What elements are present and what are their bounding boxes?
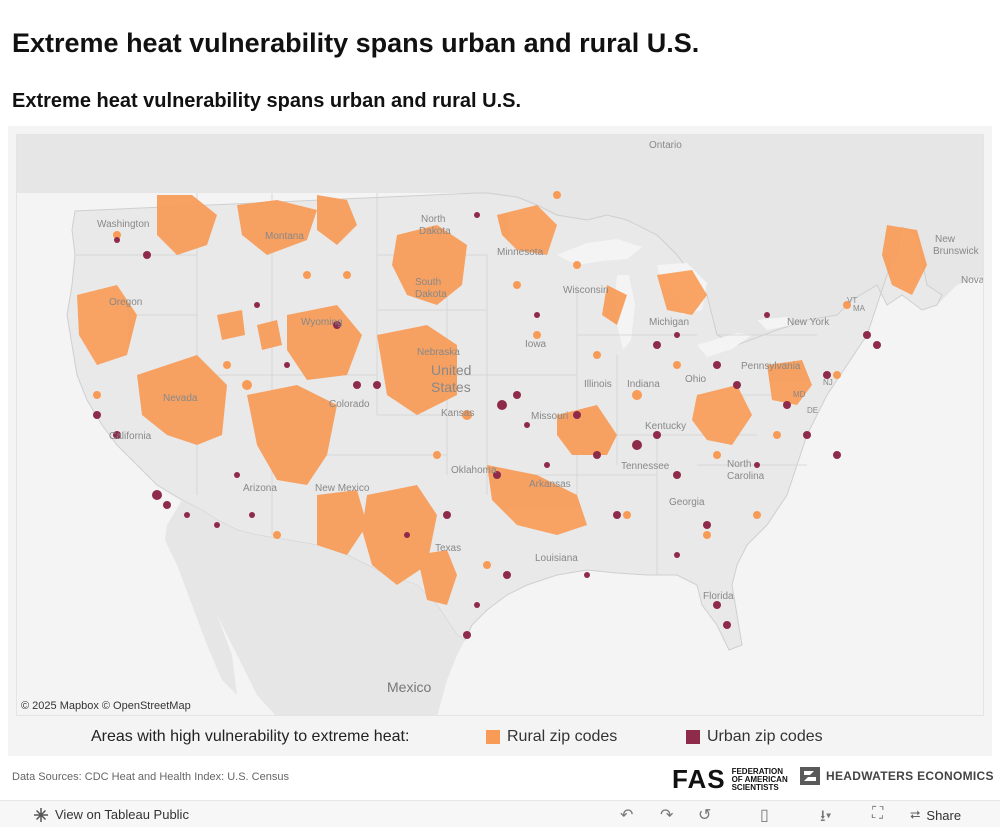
lake-superior (557, 239, 642, 265)
fas-line-3: SCIENTISTS (731, 782, 779, 792)
redo-icon[interactable]: ↷ (660, 807, 674, 824)
label-arkansas: Arkansas (529, 479, 571, 490)
label-new-york: New York (787, 317, 830, 328)
label-wyoming: Wyoming (301, 317, 343, 328)
label-north-carolina-1: North (727, 459, 751, 470)
share-button[interactable]: ⮂ Share (910, 807, 961, 823)
label-oklahoma: Oklahoma (451, 465, 497, 476)
label-texas: Texas (435, 543, 461, 554)
label-ohio: Ohio (685, 374, 707, 385)
label-south-dakota-1: South (415, 277, 441, 288)
label-tennessee: Tennessee (621, 461, 670, 472)
headwaters-logo[interactable]: HEADWATERS ECONOMICS (800, 767, 994, 785)
fas-line-2: OF AMERICAN (731, 774, 788, 784)
label-nj: NJ (823, 378, 833, 387)
map-attribution[interactable]: © 2025 Mapbox © OpenStreetMap (21, 700, 191, 712)
label-missouri: Missouri (531, 411, 568, 422)
label-kansas: Kansas (441, 408, 474, 419)
revert-icon[interactable]: ↺ (698, 807, 712, 824)
label-pennsylvania: Pennsylvania (741, 361, 801, 372)
headwaters-mark-icon (800, 767, 820, 785)
baja-peninsula (165, 525, 237, 695)
label-arizona: Arizona (243, 483, 277, 494)
label-oregon: Oregon (109, 297, 142, 308)
label-new-brunswick-2: Brunswick (933, 246, 980, 257)
fas-logo[interactable]: FAS FEDERATION OF AMERICAN SCIENTISTS (672, 764, 788, 795)
label-ma: MA (853, 304, 866, 313)
legend-title: Areas with high vulnerability to extreme… (91, 728, 410, 745)
urban-swatch (686, 730, 700, 744)
label-north-carolina-2: Carolina (727, 471, 765, 482)
label-washington: Washington (97, 219, 149, 230)
label-michigan: Michigan (649, 317, 689, 328)
label-florida: Florida (703, 591, 734, 602)
label-wisconsin: Wisconsin (563, 285, 609, 296)
view-on-tableau-label: View on Tableau Public (55, 807, 189, 822)
map[interactable]: Ontario New Brunswick Nova Washington Mo… (16, 134, 984, 716)
headwaters-text: HEADWATERS ECONOMICS (826, 769, 994, 783)
page-title: Extreme heat vulnerability spans urban a… (12, 28, 700, 58)
label-indiana: Indiana (627, 379, 660, 390)
legend-urban-label: Urban zip codes (707, 728, 823, 745)
canada-land (17, 135, 983, 345)
label-nebraska: Nebraska (417, 347, 460, 358)
label-united-states-1: United (431, 362, 471, 378)
label-iowa: Iowa (525, 339, 547, 350)
mexico-land (167, 500, 465, 715)
label-md: MD (793, 390, 806, 399)
fas-line-1: FEDERATION (731, 766, 783, 776)
label-new-mexico: New Mexico (315, 483, 370, 494)
fullscreen-icon[interactable]: ⛶ (872, 805, 884, 822)
map-labels: Ontario New Brunswick Nova Washington Mo… (97, 140, 984, 695)
legend: Areas with high vulnerability to extreme… (8, 722, 992, 756)
label-ontario: Ontario (649, 140, 682, 151)
data-sources: Data Sources: CDC Heat and Health Index:… (12, 771, 289, 783)
tableau-toolbar: View on Tableau Public ↶ ↷ ↺ ▯ ⭳▾ ⛶ ⮂ Sh… (0, 800, 1000, 827)
label-new-brunswick-1: New (935, 234, 956, 245)
lake-ontario (757, 317, 792, 330)
label-georgia: Georgia (669, 497, 705, 508)
label-kentucky: Kentucky (645, 421, 686, 432)
label-united-states-2: States (431, 379, 471, 395)
label-california: California (109, 431, 152, 442)
fas-text: FEDERATION OF AMERICAN SCIENTISTS (731, 766, 788, 792)
label-colorado: Colorado (329, 399, 370, 410)
viz-title: Extreme heat vulnerability spans urban a… (12, 90, 522, 112)
urban-dots (93, 212, 881, 639)
label-nova: Nova (961, 275, 984, 286)
tableau-logo-icon (34, 807, 48, 822)
label-north-dakota-2: Dakota (419, 226, 451, 237)
fas-mark: FAS (672, 764, 726, 794)
label-south-dakota-2: Dakota (415, 289, 447, 300)
download-icon[interactable]: ⭳▾ (820, 808, 832, 825)
lake-erie (697, 333, 752, 357)
label-louisiana: Louisiana (535, 553, 578, 564)
share-icon: ⮂ (910, 807, 921, 822)
legend-item-urban[interactable]: Urban zip codes (686, 728, 823, 746)
view-on-tableau-button[interactable]: View on Tableau Public (34, 807, 189, 822)
label-nevada: Nevada (163, 393, 198, 404)
share-label: Share (926, 807, 962, 823)
legend-rural-label: Rural zip codes (507, 728, 618, 745)
label-montana: Montana (265, 231, 304, 242)
label-north-dakota-1: North (421, 214, 445, 225)
undo-icon[interactable]: ↶ (620, 807, 634, 824)
map-canvas[interactable]: Ontario New Brunswick Nova Washington Mo… (17, 135, 984, 716)
label-de: DE (807, 406, 818, 415)
pause-icon[interactable]: ▯ (760, 807, 769, 824)
label-minnesota: Minnesota (497, 247, 544, 258)
label-mexico: Mexico (387, 679, 432, 695)
label-vt: VT (847, 296, 857, 305)
rural-areas (77, 195, 927, 605)
label-illinois: Illinois (584, 379, 612, 390)
rural-swatch (486, 730, 500, 744)
legend-item-rural[interactable]: Rural zip codes (486, 728, 617, 746)
rural-dots (93, 191, 851, 569)
